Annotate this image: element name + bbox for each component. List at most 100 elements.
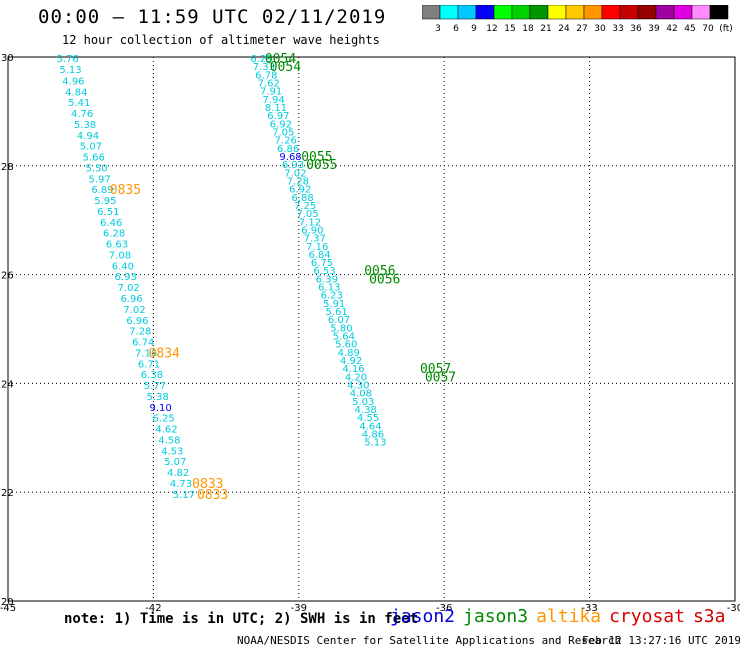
swh-value-jason3: 7.05 — [296, 209, 318, 220]
swh-value-altika: 4.58 — [158, 435, 180, 446]
swh-value-jason3: 8.11 — [265, 103, 287, 114]
swh-value-altika: 4.96 — [62, 76, 84, 87]
swh-value-jason3: 6.75 — [311, 258, 333, 269]
y-tick-label: 22 — [1, 488, 14, 499]
swh-value-jason3: 7.33 — [253, 62, 275, 73]
swh-value-altika: 6.40 — [112, 261, 134, 272]
legend-altika: altika — [536, 606, 602, 627]
time-label-altika: 0833 — [192, 477, 223, 492]
swh-value-jason3: 6.39 — [316, 274, 338, 285]
swh-value-jason3: 6.90 — [301, 225, 323, 236]
swh-value-jason3: 6.88 — [292, 193, 314, 204]
colorbar-label: 45 — [684, 24, 695, 34]
y-tick-label: 30 — [1, 53, 14, 64]
swh-value-altika: 5.41 — [68, 98, 90, 109]
swh-value-jason3: 7.94 — [262, 95, 284, 106]
swh-value-jason3: 7.02 — [284, 168, 306, 179]
swh-value-altika: 4.76 — [71, 109, 93, 120]
swh-value-jason3: 6.23 — [321, 291, 343, 302]
swh-value-altika: 5.17 — [173, 490, 195, 501]
colorbar-label: 42 — [666, 24, 677, 34]
swh-value-jason3: 4.38 — [355, 405, 377, 416]
swh-value-altika: 7.08 — [109, 250, 131, 261]
altimeter-plot: -45 -42 -39 -36 -33 -303028262422205.765.134.… — [0, 52, 740, 614]
time-label-jason3: 0057 — [425, 370, 456, 385]
swh-value-jason3: 6.86 — [277, 144, 299, 155]
swh-value-jason3: 6.07 — [328, 315, 350, 326]
swh-value-altika: 5.95 — [94, 196, 116, 207]
y-tick-label: 26 — [1, 271, 14, 282]
y-tick-label: 28 — [1, 162, 14, 173]
y-tick-label: 24 — [1, 379, 14, 390]
x-tick-label: -42 — [145, 603, 161, 614]
swh-value-jason3: 4.86 — [362, 429, 384, 440]
swh-value-jason3: 6.93 — [282, 160, 304, 171]
colorbar-label: 36 — [630, 24, 642, 34]
swh-value-jason3: 6.97 — [267, 111, 289, 122]
colorbar-label: 3 — [435, 24, 441, 34]
time-label-jason3: 0057 — [420, 362, 451, 377]
swh-value-altika: 4.84 — [65, 87, 87, 98]
swh-value-jason3: 5.60 — [335, 340, 357, 351]
swh-value-altika: 6.63 — [106, 240, 128, 251]
time-label-jason3: 0054 — [265, 52, 296, 67]
time-label-jason3: 0055 — [301, 150, 332, 165]
swh-value-altika: 5.07 — [164, 457, 186, 468]
color-scale-bar: 3 6 9 12 15 18 21 24 27 30 33 36 39 42 45 70 (ft) — [422, 5, 733, 34]
colorbar-label: 9 — [471, 24, 477, 34]
swh-value-jason3: 4.16 — [342, 364, 364, 375]
colorbar-label: 27 — [576, 24, 587, 34]
swh-value-jason3: 4.08 — [350, 389, 372, 400]
swh-value-altika: 7.02 — [123, 305, 145, 316]
swh-value-jason3: 4.30 — [347, 380, 369, 391]
swh-value-altika: 6.51 — [97, 207, 119, 218]
swh-value-jason3: 7.05 — [272, 128, 294, 139]
colorbar-label: 39 — [648, 24, 660, 34]
x-tick-label: -39 — [291, 603, 307, 614]
time-label-jason3: 0055 — [306, 158, 337, 173]
colorbar-label: 21 — [540, 24, 551, 34]
chart-title: 00:00 – 11:59 UTC 02/11/2019 — [38, 6, 387, 28]
colorbar-label: 24 — [558, 24, 570, 34]
time-label-altika: 0835 — [110, 183, 141, 198]
time-label-altika: 0833 — [197, 488, 228, 503]
swh-value-jason3: 4.55 — [357, 413, 379, 424]
swh-value-jason3: 6.53 — [313, 266, 335, 277]
swh-value-altika: 6.28 — [103, 229, 125, 240]
x-tick-label: -36 — [436, 603, 452, 614]
swh-value-altika: 7.16 — [135, 348, 157, 359]
swh-value-altika: 4.73 — [170, 479, 192, 490]
swh-value-altika: 4.53 — [161, 446, 183, 457]
colorbar-swatch — [709, 5, 729, 20]
time-label-jason3: 0056 — [364, 264, 395, 279]
colorbar-label: 18 — [522, 24, 534, 34]
colorbar-label: 15 — [504, 24, 515, 34]
swh-value-altika: 5.97 — [88, 174, 110, 185]
swh-value-jason3: 7.28 — [287, 176, 309, 187]
swh-value-jason3: 5.13 — [364, 438, 386, 449]
swh-value-jason3: 9.68 — [279, 152, 301, 163]
colorbar-label: 6 — [453, 24, 459, 34]
swh-value-altika: 6.46 — [100, 218, 122, 229]
plot-frame — [7, 56, 736, 602]
swh-value-jason3: 4.20 — [345, 372, 367, 383]
time-label-altika: 0834 — [149, 346, 180, 361]
swh-value-jason3: 5.64 — [333, 332, 355, 343]
swh-value-jason3: 5.91 — [323, 299, 345, 310]
legend-jason2: jason2 — [390, 606, 456, 627]
x-tick-label: -30 — [727, 603, 740, 614]
swh-value-jason3: 4.92 — [340, 356, 362, 367]
swh-value-altika: 6.71 — [138, 359, 160, 370]
swh-value-jason3: 6.84 — [308, 250, 330, 261]
note-text: note: 1) Time is in UTC; 2) SWH is in fe… — [64, 611, 419, 627]
legend-s3a: s3a — [692, 606, 726, 627]
x-tick-label: -45 — [0, 603, 16, 614]
colorbar-label: 33 — [612, 24, 623, 34]
swh-value-jason3: 7.62 — [258, 79, 280, 90]
legend-jason3: jason3 — [463, 606, 529, 627]
colorbar-label: 30 — [594, 24, 606, 34]
swh-value-altika: 6.96 — [120, 294, 142, 305]
swh-value-altika: 6.25 — [152, 414, 174, 425]
swh-value-jason3: 4.64 — [359, 421, 381, 432]
colorbar-label: 70 — [702, 24, 714, 34]
